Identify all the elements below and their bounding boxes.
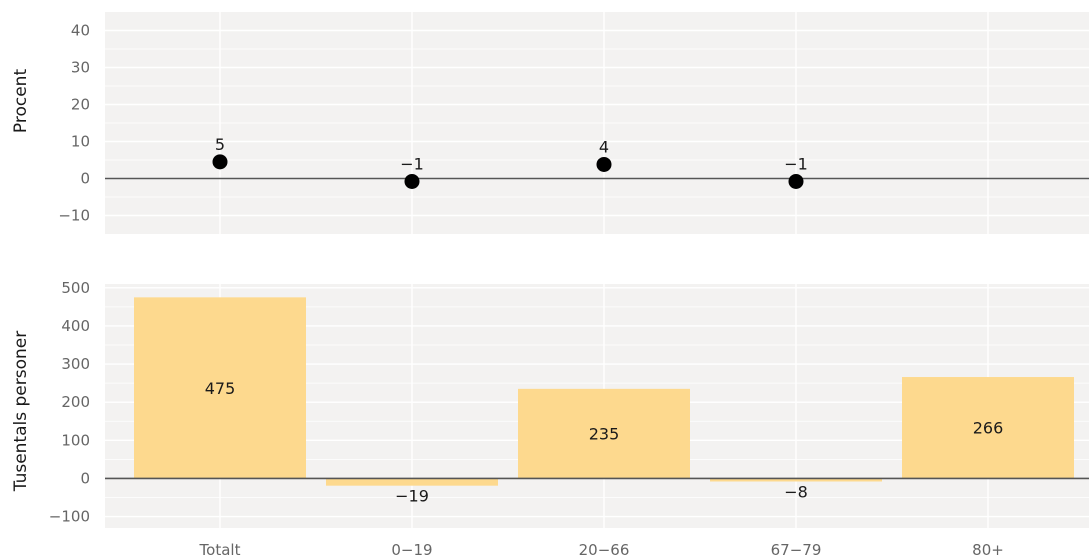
bar <box>134 297 306 479</box>
data-label: 475 <box>205 379 236 398</box>
data-label: −19 <box>395 487 429 506</box>
population-panel: −100 0 100 200 300 400 500 Tusentals personer 47… <box>11 279 1089 528</box>
x-tick-label: 20−66 <box>579 541 630 559</box>
data-label: 266 <box>973 419 1004 438</box>
x-axis: Totalt 0−19 20−66 67−79 80+ <box>199 541 1004 559</box>
y-tick-label: 200 <box>61 393 90 411</box>
y-axis-title: Tusentals personer <box>11 331 31 492</box>
y-tick-label: 400 <box>61 317 90 335</box>
data-label: 235 <box>589 425 620 444</box>
data-point <box>212 154 228 170</box>
data-label: −1 <box>784 154 808 173</box>
data-label: −1 <box>400 154 424 173</box>
data-label: 4 <box>599 137 609 156</box>
bar <box>326 478 498 486</box>
bar <box>710 478 882 482</box>
x-tick-label: 80+ <box>972 541 1004 559</box>
y-tick-label: 10 <box>71 133 90 151</box>
data-label: 5 <box>215 135 225 154</box>
percent-panel: −10 0 10 20 30 40 Procent 5 −1 4 −1 <box>11 12 1089 234</box>
y-tick-label: 40 <box>71 22 90 40</box>
y-tick-label: 0 <box>80 170 90 188</box>
data-point <box>596 156 612 172</box>
y-tick-label: 0 <box>80 469 90 487</box>
bar <box>902 377 1074 479</box>
x-tick-label: 67−79 <box>771 541 822 559</box>
y-tick-label: 300 <box>61 355 90 373</box>
y-tick-label: −100 <box>49 508 90 526</box>
x-tick-label: 0−19 <box>391 541 432 559</box>
y-tick-label: 20 <box>71 96 90 114</box>
y-axis-title: Procent <box>11 69 31 134</box>
y-tick-label: 500 <box>61 279 90 297</box>
y-tick-label: 30 <box>71 59 90 77</box>
data-point <box>404 173 420 189</box>
y-tick-label: −10 <box>58 207 90 225</box>
bar <box>518 388 690 479</box>
data-point <box>788 173 804 189</box>
y-tick-label: 100 <box>61 431 90 449</box>
x-tick-label: Totalt <box>199 541 241 559</box>
data-label: −8 <box>784 482 808 501</box>
